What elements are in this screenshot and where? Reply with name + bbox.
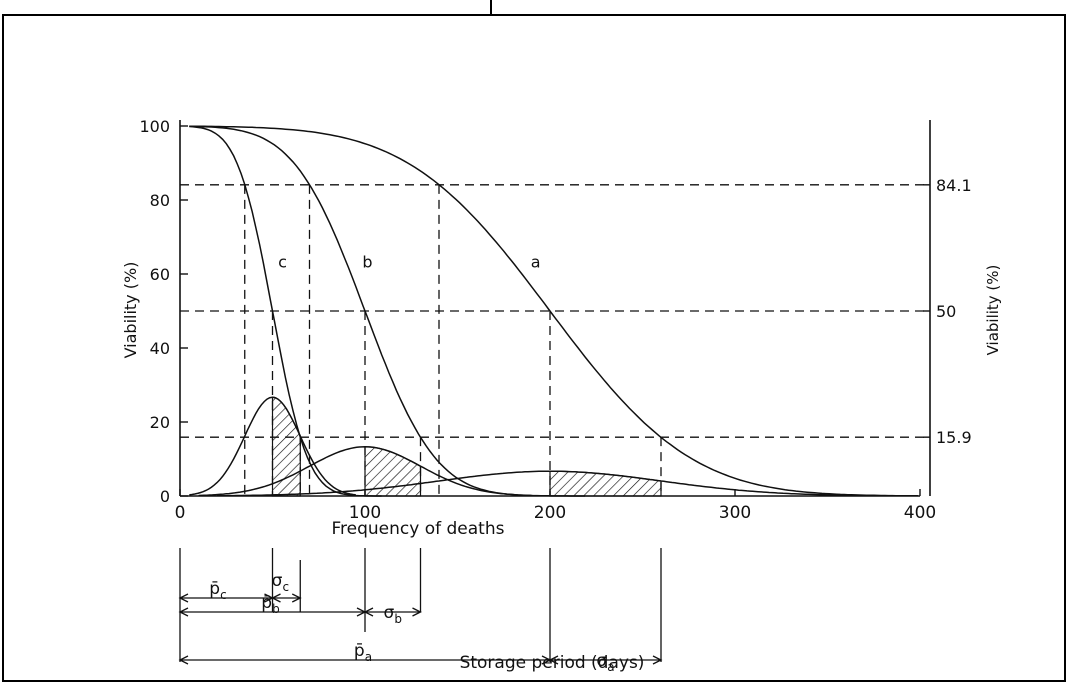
curve-label-b: b	[362, 252, 372, 271]
span-label-mean-a: p̄a	[354, 641, 372, 664]
span-sigma-a-arrow-right	[652, 655, 663, 665]
x-tick-label-300: 300	[719, 503, 751, 523]
x-axis-label: Frequency of deaths	[332, 519, 505, 539]
frequency-curve-2	[189, 396, 356, 496]
storage-period-label: Storage period (days)	[460, 653, 645, 673]
x-tick-label-0: 0	[175, 503, 186, 523]
span-mean-b-arrow-left	[178, 607, 189, 617]
span-sigma-b-arrow-left	[363, 607, 374, 617]
right-tick-label-15.9: 15.9	[936, 428, 972, 447]
curves: a b c	[189, 125, 919, 497]
span-sigma-b-arrow-right	[412, 607, 422, 617]
y-tick-label-40: 40	[150, 339, 170, 358]
y-tick-label-20: 20	[150, 413, 170, 432]
span-label-sigma-b: σb	[384, 603, 402, 626]
span-mean-a-arrow-left	[178, 655, 189, 665]
span-label-sub-b: b	[394, 612, 402, 626]
span-label-sub-b: b	[272, 602, 280, 616]
y-tick-label-100: 100	[139, 117, 170, 136]
span-label-sub-a: a	[607, 660, 614, 674]
shaded-regions	[271, 396, 662, 497]
x-tick-label-100: 100	[349, 503, 381, 523]
y-axis-label-right: Viability (%)	[984, 265, 1002, 356]
shaded-area-2	[271, 396, 301, 497]
right-tick-label-84.1: 84.1	[936, 176, 972, 195]
survival-curve-a	[189, 125, 919, 497]
span-label-sigma-c: σc	[272, 571, 289, 594]
y-axis-label-left: Viability (%)	[121, 262, 140, 359]
y-tick-label-0: 0	[160, 487, 170, 506]
span-label-sub-a: a	[365, 650, 372, 664]
curve-label-c: c	[278, 252, 287, 271]
span-sigma-c-arrow-left	[271, 593, 281, 603]
curve-label-a: a	[531, 252, 541, 271]
span-label-mean-c: p̄c	[209, 579, 226, 602]
dashed-guides	[180, 184, 930, 496]
frame-top-tick	[490, 0, 492, 14]
y-tick-label-60: 60	[150, 265, 170, 284]
span-mean-c-arrow-left	[178, 593, 189, 603]
span-label-sub-c: c	[220, 588, 227, 602]
span-label-sub-c: c	[282, 580, 289, 594]
span-sigma-c-arrow-right	[291, 593, 302, 603]
x-tick-label-200: 200	[534, 503, 566, 523]
span-sigma-a-arrow-left	[548, 655, 559, 665]
axes: 0 20 40 60 80 100 0 100 200 300 400 84.1 50 15.9	[139, 117, 971, 523]
frequency-curve-1	[198, 446, 532, 497]
x-tick-label-400: 400	[904, 503, 936, 523]
shaded-area-0	[549, 470, 662, 497]
survival-curve-c	[189, 125, 382, 497]
y-tick-label-80: 80	[150, 191, 170, 210]
frequency-curve-0	[217, 470, 883, 497]
right-tick-label-50: 50	[936, 302, 956, 321]
